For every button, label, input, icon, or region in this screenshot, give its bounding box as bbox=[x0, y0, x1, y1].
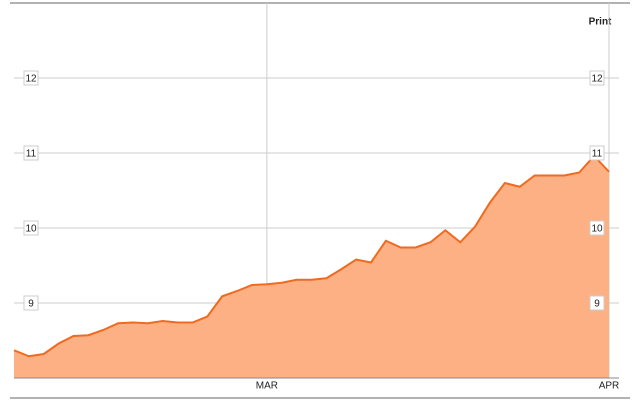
print-button[interactable]: Print bbox=[589, 17, 612, 28]
y-tick-label: 9 bbox=[594, 299, 600, 310]
y-tick-label: 9 bbox=[28, 299, 34, 310]
y-tick-label: 11 bbox=[26, 149, 37, 160]
y-tick-box bbox=[589, 295, 605, 311]
y-tick-label: 10 bbox=[25, 224, 37, 235]
y-tick-label: 10 bbox=[591, 224, 603, 235]
y-tick-label: 12 bbox=[591, 74, 603, 85]
line bbox=[13, 154, 610, 358]
y-tick-box bbox=[23, 220, 39, 236]
area bbox=[14, 156, 609, 378]
labels: MAR APR 9 9 10 10 11 11 12 12 bbox=[14, 70, 620, 392]
y-tick-box bbox=[23, 295, 39, 311]
y-tick-box bbox=[23, 70, 39, 86]
y-tick-box bbox=[589, 70, 605, 86]
y-tick-box bbox=[589, 145, 605, 161]
y-tick-label: 11 bbox=[592, 149, 603, 160]
y-tick-box bbox=[589, 220, 605, 236]
x-tick-label: MAR bbox=[256, 381, 278, 392]
y-tick-box bbox=[23, 145, 39, 161]
series bbox=[13, 154, 610, 378]
x-tick-label: APR bbox=[599, 381, 620, 392]
y-tick-label: 12 bbox=[25, 74, 37, 85]
